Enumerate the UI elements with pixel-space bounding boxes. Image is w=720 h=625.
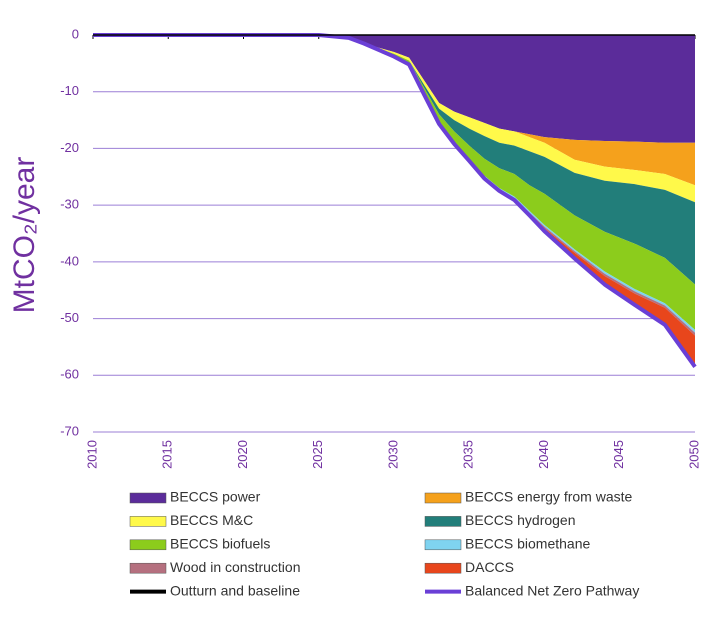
y-tick-label: 0 xyxy=(72,26,79,41)
legend-label: Outturn and baseline xyxy=(170,582,300,598)
legend-label: BECCS M&C xyxy=(170,512,253,528)
legend-label: Balanced Net Zero Pathway xyxy=(465,582,639,598)
legend-swatch xyxy=(129,492,167,504)
legend-swatch xyxy=(424,539,462,551)
line xyxy=(93,33,697,368)
x-tick-label: 2030 xyxy=(385,440,400,469)
area xyxy=(93,35,695,143)
y-tick-label: -70 xyxy=(60,423,79,438)
y-tick-label: -60 xyxy=(60,367,79,382)
y-tick-label: -50 xyxy=(60,310,79,325)
legend-label: BECCS hydrogen xyxy=(465,512,576,528)
legend-label: BECCS biofuels xyxy=(170,536,270,552)
legend-swatch xyxy=(424,562,462,574)
x-tick-label: 2035 xyxy=(461,440,476,469)
legend-label: Wood in construction xyxy=(170,559,300,575)
legend-swatch xyxy=(129,539,167,551)
x-tick-label: 2040 xyxy=(536,440,551,469)
legend-swatch xyxy=(129,516,167,527)
legend-label: BECCS energy from waste xyxy=(465,489,632,505)
y-tick-label: -10 xyxy=(60,83,79,98)
legend-label: BECCS biomethane xyxy=(465,536,591,552)
x-tick-label: 2025 xyxy=(310,440,325,469)
x-tick-label: 2020 xyxy=(235,440,250,469)
legend-label: BECCS power xyxy=(170,489,261,505)
y-tick-label: -40 xyxy=(60,253,79,268)
x-tick-label: 2045 xyxy=(611,440,626,469)
legend-swatch xyxy=(424,516,462,527)
y-tick-label: -30 xyxy=(60,197,79,212)
legend-swatch xyxy=(424,492,462,504)
x-tick-label: 2015 xyxy=(160,440,175,469)
x-tick-label: 2050 xyxy=(686,440,701,469)
x-tick-label: 2010 xyxy=(84,440,99,469)
y-axis-label: MtCO₂/year xyxy=(8,157,41,314)
legend-swatch xyxy=(129,562,167,574)
legend-label: DACCS xyxy=(465,559,514,575)
y-tick-label: -20 xyxy=(60,140,79,155)
